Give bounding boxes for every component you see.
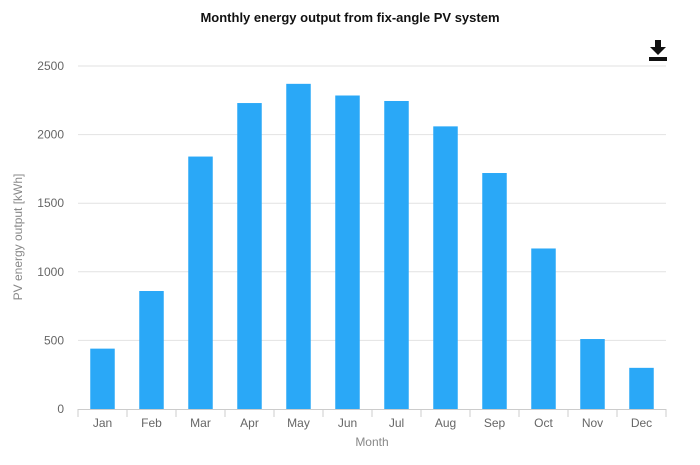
y-tick-label: 2000 bbox=[37, 128, 64, 142]
download-icon bbox=[649, 40, 667, 61]
download-button[interactable] bbox=[647, 38, 669, 62]
y-tick-label: 2500 bbox=[37, 59, 64, 73]
x-tick-label: Apr bbox=[240, 416, 259, 430]
bar-may[interactable] bbox=[286, 83, 311, 409]
bar-jun[interactable] bbox=[335, 95, 360, 410]
y-tick-label: 500 bbox=[44, 333, 64, 347]
bar-apr[interactable] bbox=[237, 103, 262, 409]
x-tick-label: Mar bbox=[190, 416, 211, 430]
y-tick-label: 1500 bbox=[37, 196, 64, 210]
bar-dec[interactable] bbox=[629, 367, 654, 409]
x-tick-label: Feb bbox=[141, 416, 162, 430]
bar-sep[interactable] bbox=[482, 173, 507, 409]
x-tick-label: May bbox=[287, 416, 310, 430]
x-tick-label: Oct bbox=[534, 416, 553, 430]
bars bbox=[90, 83, 654, 410]
chart-title: Monthly energy output from fix-angle PV … bbox=[200, 10, 500, 25]
x-tick-label: Jul bbox=[389, 416, 404, 430]
x-tick-label: Dec bbox=[631, 416, 652, 430]
x-tick-label: Sep bbox=[484, 416, 506, 430]
bar-jan[interactable] bbox=[90, 348, 115, 409]
y-axis-title: PV energy output [kWh] bbox=[11, 174, 25, 301]
x-tick-label: Jun bbox=[338, 416, 357, 430]
bar-oct[interactable] bbox=[531, 248, 556, 409]
x-tick-label: Nov bbox=[582, 416, 603, 430]
bar-jul[interactable] bbox=[384, 100, 409, 410]
y-tick-label: 0 bbox=[57, 402, 64, 416]
y-tick-label: 1000 bbox=[37, 265, 64, 279]
bar-aug[interactable] bbox=[433, 126, 458, 410]
bar-mar[interactable] bbox=[188, 156, 213, 409]
axes: 0 500 1000 1500 2000 2500 Jan Feb Mar Apr May Jun Ju… bbox=[37, 59, 667, 430]
x-axis-title: Month bbox=[355, 435, 388, 449]
bar-feb[interactable] bbox=[139, 291, 164, 409]
x-tick-label: Aug bbox=[435, 416, 456, 430]
x-tick-label: Jan bbox=[93, 416, 112, 430]
bar-nov[interactable] bbox=[580, 339, 605, 409]
gridlines bbox=[78, 65, 666, 341]
